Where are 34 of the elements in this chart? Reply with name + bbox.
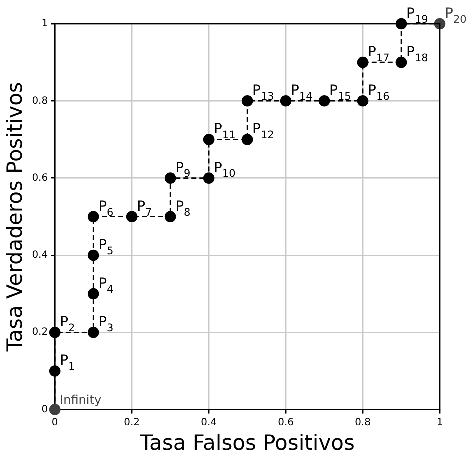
x-tick-label: 0.8 xyxy=(355,417,371,428)
point xyxy=(88,211,100,223)
point xyxy=(318,96,330,107)
point xyxy=(357,56,369,68)
point xyxy=(49,404,61,416)
y-tick-label: 0.2 xyxy=(32,327,48,338)
point xyxy=(203,134,215,146)
point xyxy=(88,326,100,338)
point xyxy=(357,96,369,107)
point xyxy=(126,211,138,223)
point xyxy=(88,288,100,300)
x-tick-label: 0 xyxy=(52,417,58,428)
point xyxy=(396,56,408,68)
y-tick-label: 0.6 xyxy=(32,172,48,184)
x-tick-label: 0.6 xyxy=(278,417,294,428)
y-tick-label: 0.4 xyxy=(32,250,48,262)
y-tick-label: 0.8 xyxy=(32,96,48,107)
x-tick-label: 1 xyxy=(436,417,444,428)
x-axis-title: Tasa Falsos Positivos xyxy=(139,430,355,455)
point xyxy=(242,134,254,146)
point xyxy=(164,172,176,184)
x-tick-label: 0.2 xyxy=(124,417,140,428)
point xyxy=(242,96,254,107)
annotation: Infinity xyxy=(60,392,102,407)
x-tick-label: 0.4 xyxy=(201,417,218,428)
y-tick-label: 1 xyxy=(42,18,48,30)
point xyxy=(203,172,215,184)
point xyxy=(49,366,61,377)
y-tick-label: 0 xyxy=(42,404,48,416)
y-axis-title: Tasa Verdaderos Positivos xyxy=(3,82,28,353)
point xyxy=(88,250,100,262)
point xyxy=(49,326,61,338)
point xyxy=(164,211,176,223)
point xyxy=(280,96,292,107)
